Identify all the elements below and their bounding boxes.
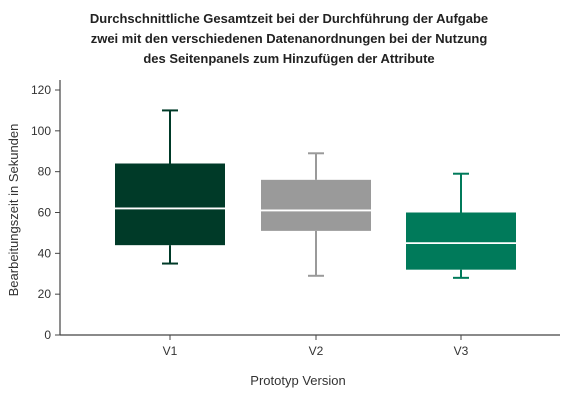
y-tick-label: 40 (38, 246, 52, 260)
chart-title-line-2: zwei mit den verschiedenen Datenanordnun… (90, 31, 488, 46)
box-v2 (261, 152, 371, 277)
axes: 0 20 40 60 80 100 120 V1 V2 V3 (31, 80, 560, 358)
boxes (115, 109, 516, 279)
chart-title-line-1: Durchschnittliche Gesamtzeit bei der Dur… (89, 11, 489, 26)
x-tick-label: V2 (309, 344, 324, 358)
y-tick-label: 100 (31, 124, 51, 138)
y-tick-label: 0 (44, 328, 51, 342)
y-tick-label: 80 (38, 165, 52, 179)
x-tick-label: V1 (163, 344, 178, 358)
y-tick-label: 120 (31, 83, 51, 97)
x-axis-title: Prototyp Version (250, 373, 345, 388)
iqr-box (261, 179, 371, 231)
chart-title-line-3: des Seitenpanels zum Hinzufügen der Attr… (143, 51, 435, 66)
y-tick-label: 60 (38, 206, 52, 220)
chart-title: Durchschnittliche Gesamtzeit bei der Dur… (0, 9, 578, 69)
box-v3 (406, 172, 516, 279)
y-tick-label: 20 (38, 287, 52, 301)
iqr-box (406, 212, 516, 270)
x-tick-label: V3 (454, 344, 469, 358)
box-v1 (115, 109, 225, 265)
y-axis-title: Bearbeitungszeit in Sekunden (6, 124, 21, 297)
iqr-box (115, 163, 225, 246)
